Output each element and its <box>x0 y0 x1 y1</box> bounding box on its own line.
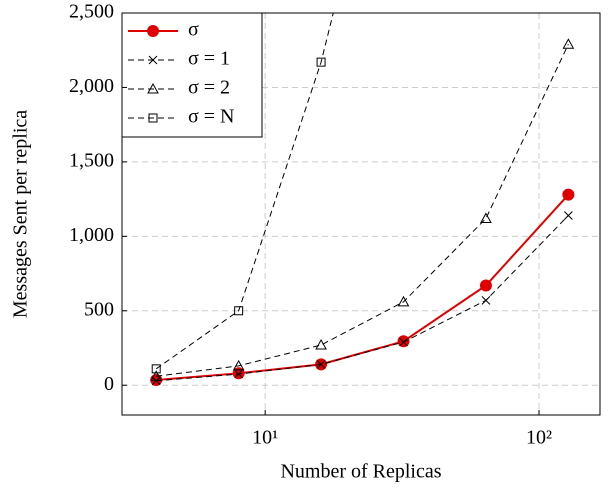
marker <box>147 82 159 94</box>
marker <box>148 113 158 123</box>
x-tick-label: 10² <box>526 427 552 449</box>
marker <box>316 57 326 67</box>
y-tick-label: 2,500 <box>69 1 114 23</box>
y-tick-label: 2,000 <box>69 75 114 97</box>
marker <box>479 279 492 292</box>
marker <box>151 364 161 374</box>
series-line <box>156 44 569 377</box>
marker <box>234 306 244 316</box>
marker <box>150 370 163 381</box>
marker <box>234 369 243 379</box>
marker <box>232 359 245 371</box>
marker <box>399 337 408 347</box>
plot-frame <box>121 12 601 416</box>
x-tick-label: 10¹ <box>252 427 278 449</box>
legend-box <box>121 12 263 138</box>
marker <box>397 295 410 307</box>
legend-label: σ = 1 <box>188 48 230 70</box>
y-tick-label: 1,000 <box>69 224 114 246</box>
legend-label: σ = N <box>188 106 235 128</box>
y-tick-label: 1,500 <box>69 149 114 171</box>
series-line <box>155 13 334 370</box>
marker <box>315 338 327 350</box>
marker <box>481 296 491 305</box>
marker <box>480 212 492 223</box>
marker <box>397 335 410 348</box>
marker <box>147 25 159 37</box>
legend-label: σ = 2 <box>188 77 230 99</box>
legend-label: σ <box>188 19 199 41</box>
marker <box>562 38 575 49</box>
y-axis-label: Messages Sent per replica <box>10 110 32 318</box>
x-axis-label: Number of Replicas <box>280 461 441 483</box>
marker <box>148 55 158 65</box>
y-tick-label: 0 <box>104 373 114 395</box>
series-line <box>156 193 570 382</box>
marker <box>316 360 326 369</box>
marker <box>564 211 573 220</box>
y-tick-label: 500 <box>84 298 114 320</box>
marker <box>562 188 575 201</box>
series-line <box>156 215 569 382</box>
